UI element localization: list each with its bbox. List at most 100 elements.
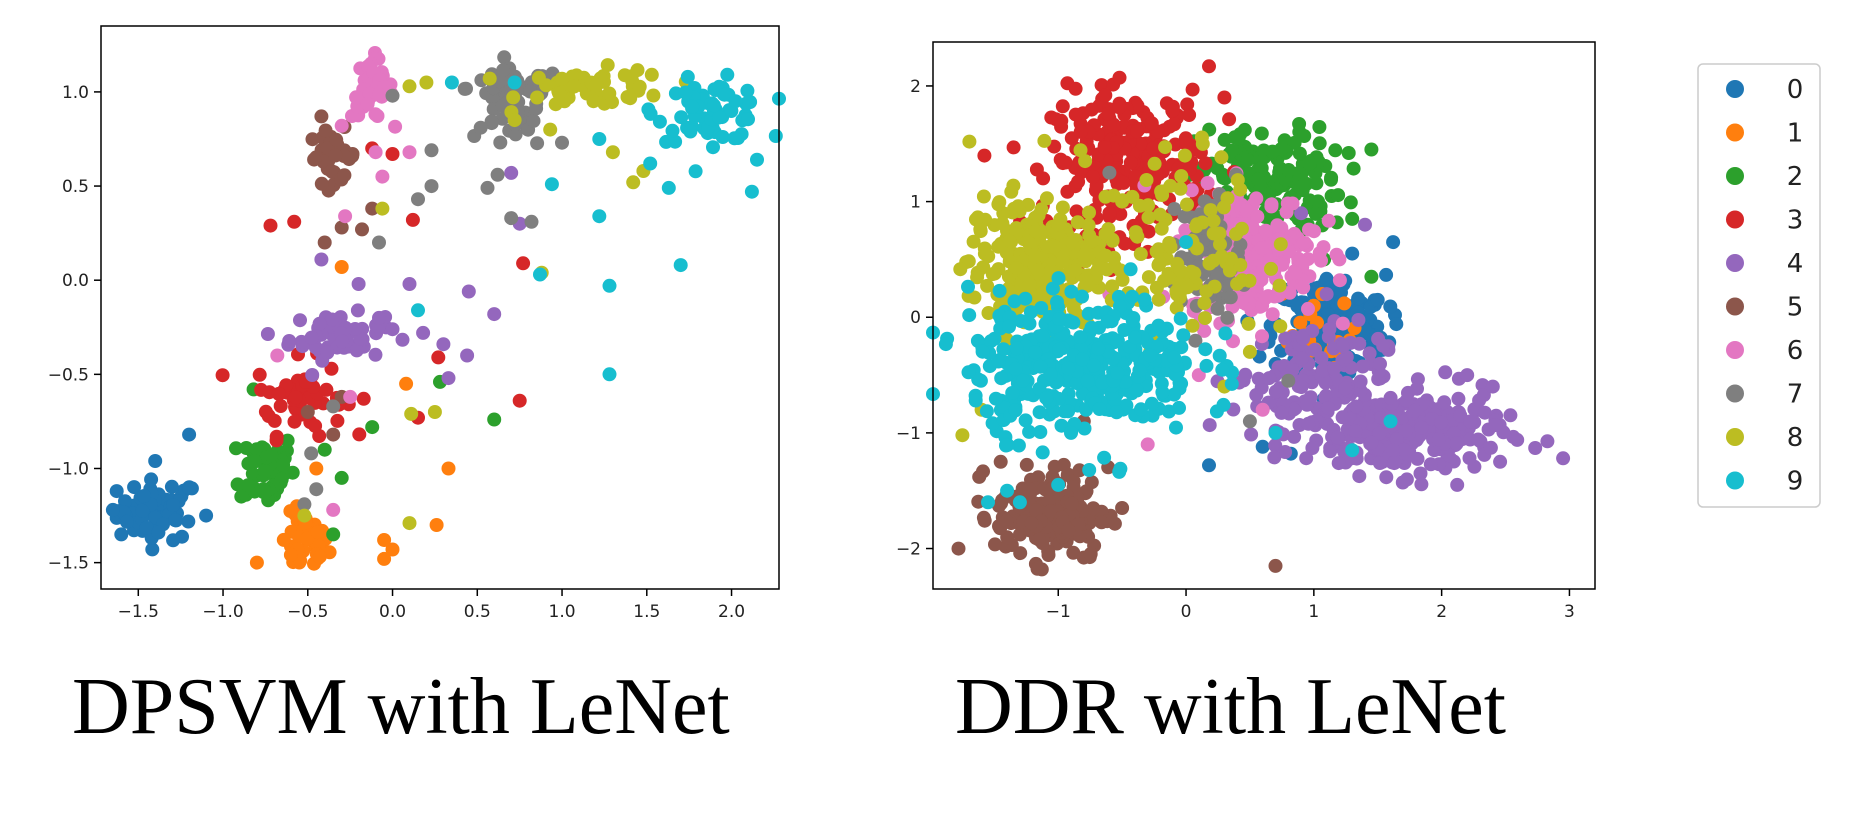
point xyxy=(985,267,1000,282)
point xyxy=(1051,271,1066,286)
point xyxy=(312,549,327,564)
point xyxy=(1335,316,1350,331)
legend-item-7: 7 xyxy=(1726,380,1803,410)
point xyxy=(1383,414,1398,429)
point xyxy=(1485,379,1500,394)
point xyxy=(1128,169,1143,184)
point xyxy=(300,405,315,419)
point xyxy=(269,433,284,448)
point xyxy=(1278,331,1293,346)
point xyxy=(1312,120,1327,134)
point xyxy=(1449,436,1464,451)
point xyxy=(507,75,522,90)
point xyxy=(1202,59,1216,74)
point xyxy=(652,114,667,129)
point xyxy=(1337,296,1352,311)
point xyxy=(1133,136,1148,151)
point xyxy=(1198,311,1212,326)
point xyxy=(314,109,329,124)
point xyxy=(1224,376,1239,391)
point xyxy=(1332,273,1347,288)
point xyxy=(1268,384,1283,399)
point xyxy=(1176,328,1191,343)
legend-label: 0 xyxy=(1787,75,1804,105)
point xyxy=(487,412,502,427)
point xyxy=(1084,102,1099,117)
point xyxy=(592,209,607,224)
point xyxy=(1152,207,1167,222)
point xyxy=(1167,387,1182,402)
point xyxy=(1043,367,1058,382)
point xyxy=(1471,432,1486,447)
x-tick-label: 1 xyxy=(1308,602,1319,622)
point xyxy=(1255,402,1270,417)
point xyxy=(589,78,604,93)
point xyxy=(1137,292,1152,307)
point xyxy=(991,354,1006,369)
legend-marker xyxy=(1726,254,1744,272)
point xyxy=(507,113,522,128)
y-tick-label: −0.5 xyxy=(48,365,89,385)
point xyxy=(181,514,196,529)
point xyxy=(1431,432,1446,447)
point xyxy=(372,235,386,250)
point xyxy=(1002,233,1017,248)
point xyxy=(1097,140,1112,155)
point xyxy=(526,113,541,128)
point xyxy=(555,135,569,150)
point xyxy=(740,83,755,98)
point xyxy=(1399,472,1414,487)
point xyxy=(962,134,977,149)
point xyxy=(1110,333,1125,348)
point xyxy=(1102,165,1117,180)
point xyxy=(1055,99,1070,114)
point xyxy=(1039,191,1054,206)
point xyxy=(1100,314,1115,329)
point xyxy=(1258,291,1273,305)
point xyxy=(252,367,267,382)
point xyxy=(1106,117,1121,132)
point xyxy=(674,110,689,125)
point xyxy=(1214,249,1229,264)
point xyxy=(349,343,364,358)
point xyxy=(372,87,387,102)
point xyxy=(727,131,742,146)
point xyxy=(385,88,400,103)
point xyxy=(229,441,243,456)
point xyxy=(1071,174,1086,189)
point xyxy=(328,148,343,163)
point xyxy=(127,480,142,495)
point xyxy=(338,209,353,224)
point xyxy=(1012,495,1027,510)
point xyxy=(1125,289,1140,304)
point xyxy=(996,342,1011,357)
point xyxy=(1195,136,1210,151)
point xyxy=(258,404,273,419)
point xyxy=(1213,237,1227,252)
point xyxy=(1413,466,1428,481)
point xyxy=(429,518,444,532)
point xyxy=(1035,328,1050,343)
point xyxy=(1189,219,1204,234)
point xyxy=(1028,224,1043,239)
point xyxy=(1305,324,1320,338)
point xyxy=(490,167,505,182)
point xyxy=(1460,368,1475,383)
point xyxy=(981,306,996,320)
point xyxy=(1147,156,1162,171)
point xyxy=(460,348,475,363)
point xyxy=(602,278,617,293)
point xyxy=(1075,289,1089,304)
point xyxy=(567,79,582,94)
point xyxy=(1206,213,1221,228)
legend-item-2: 2 xyxy=(1726,162,1803,192)
point xyxy=(293,313,307,328)
point xyxy=(530,136,545,151)
point xyxy=(1234,295,1249,310)
point xyxy=(1180,197,1194,212)
legend-item-8: 8 xyxy=(1726,423,1803,453)
point xyxy=(385,322,400,337)
point xyxy=(673,258,688,273)
point xyxy=(482,71,497,86)
point xyxy=(1331,188,1346,203)
